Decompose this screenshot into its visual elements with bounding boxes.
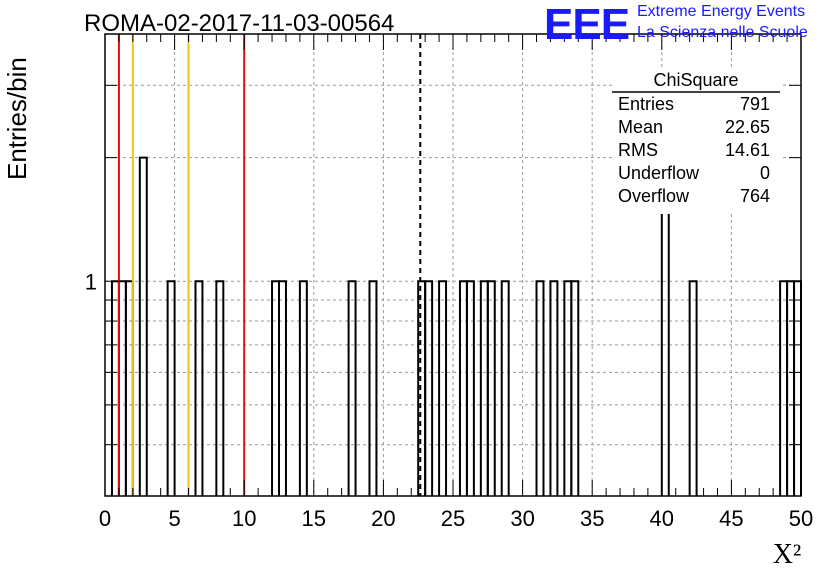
x-tick-label: 10 xyxy=(232,506,256,531)
histogram-bin xyxy=(347,280,357,496)
stats-value-underflow: 0 xyxy=(760,163,770,183)
histogram-bin xyxy=(786,280,796,496)
histogram-bin xyxy=(417,280,427,496)
histogram-bin xyxy=(500,280,510,496)
x-axis-label: X² xyxy=(773,539,802,570)
y-tick-label: 1 xyxy=(85,269,97,294)
logo-line-1: Extreme Energy Events xyxy=(637,3,806,20)
histogram-bin xyxy=(458,280,468,496)
y-axis-label: Entries/bin xyxy=(2,57,32,180)
stats-value-rms: 14.61 xyxy=(725,140,770,160)
x-tick-label: 35 xyxy=(580,506,604,531)
histogram-bin xyxy=(138,156,148,496)
histogram-bin xyxy=(793,280,802,496)
stats-label-mean: Mean xyxy=(618,117,663,137)
chart-title: ROMA-02-2017-11-03-00564 xyxy=(84,10,395,37)
histogram-bin xyxy=(110,280,120,496)
x-tick-label: 0 xyxy=(99,506,111,531)
histogram-bin xyxy=(215,280,225,496)
histogram-bin xyxy=(486,280,496,496)
histogram-bin xyxy=(563,280,573,496)
histogram-bin xyxy=(688,280,698,496)
stats-value-entries: 791 xyxy=(740,94,770,114)
x-tick-label: 45 xyxy=(719,506,743,531)
stats-label-underflow: Underflow xyxy=(618,163,700,183)
histogram-bin xyxy=(166,280,176,496)
histogram-bin xyxy=(124,280,134,496)
x-tick-label: 30 xyxy=(510,506,534,531)
histogram-bin xyxy=(194,280,204,496)
histogram-bin xyxy=(298,280,308,496)
stats-value-overflow: 764 xyxy=(740,186,770,206)
x-tick-label: 25 xyxy=(441,506,465,531)
histogram-bin xyxy=(479,280,489,496)
histogram-bin xyxy=(465,280,475,496)
stats-value-mean: 22.65 xyxy=(725,117,770,137)
histogram-bin xyxy=(368,280,378,496)
x-tick-label: 20 xyxy=(371,506,395,531)
eee-logo: EEE xyxy=(544,0,630,49)
histogram-bin xyxy=(570,280,580,496)
logo-line-2: La Scienza nelle Scuole xyxy=(637,24,808,41)
stats-box-name: ChiSquare xyxy=(653,70,738,90)
histogram-bin xyxy=(424,280,434,496)
histogram-bin xyxy=(278,280,287,496)
histogram-bin xyxy=(117,280,127,496)
stats-label-rms: RMS xyxy=(618,140,658,160)
x-tick-label: 50 xyxy=(789,506,813,531)
x-tick-label: 40 xyxy=(650,506,674,531)
x-tick-label: 5 xyxy=(168,506,180,531)
histogram-bin xyxy=(438,280,448,496)
histogram-bin xyxy=(535,280,545,496)
x-tick-label: 15 xyxy=(302,506,326,531)
stats-label-entries: Entries xyxy=(618,94,674,114)
stats-label-overflow: Overflow xyxy=(618,186,690,206)
histogram-bin xyxy=(271,280,280,496)
histogram-bin xyxy=(549,280,559,496)
histogram-bin xyxy=(779,280,789,496)
